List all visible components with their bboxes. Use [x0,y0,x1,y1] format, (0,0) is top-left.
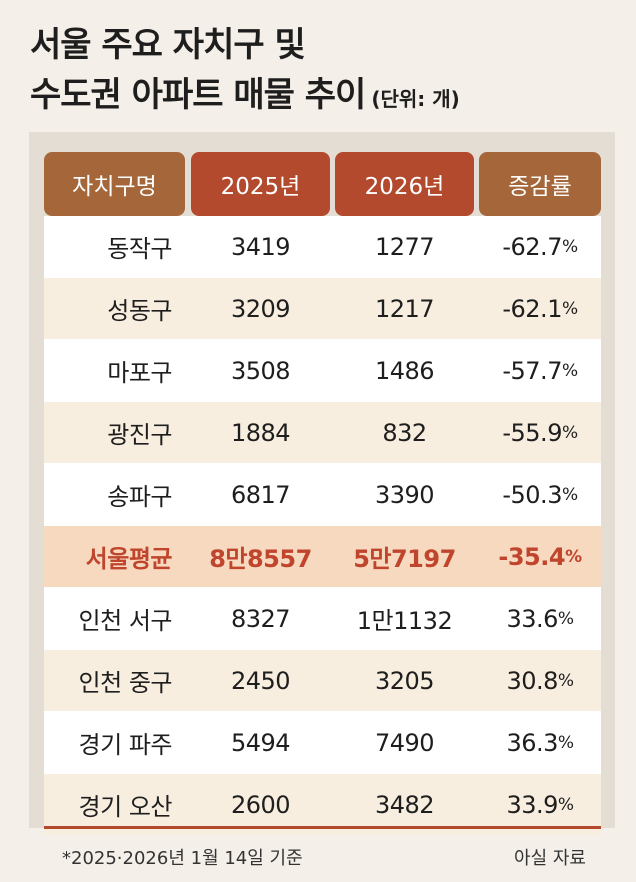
percent-sign: % [557,794,574,815]
header-district: 자치구명 [44,152,185,216]
value-2025-cell: 3419 [230,232,291,261]
value-2025-cell: 5494 [230,728,291,757]
value-2025-cell: 1884 [230,418,291,447]
unit-label: (단위: 개) [371,87,460,111]
value-2025-cell: 3508 [230,356,291,385]
rate-cell: -62.1% [479,278,601,339]
value-2025-cell: 8만8557 [209,545,312,573]
rate-value: 33.6 [506,604,558,633]
bottom-rule [44,826,601,829]
value-2026-cell: 3390 [374,480,435,509]
percent-sign: % [561,484,578,505]
percent-sign: % [557,732,574,753]
rate-cell: 33.9% [479,774,601,835]
value-2026-cell: 1217 [374,294,435,323]
rate-cell: -55.9% [479,402,601,463]
chart-title: 서울 주요 자치구 및 수도권 아파트 매물 추이 (단위: 개) [30,20,460,124]
header-2025: 2025년 [191,152,330,216]
district-cell: 인천 서구 [78,607,173,635]
rate-value: -62.7 [502,232,562,261]
rate-cell: 33.6% [479,588,601,649]
source-credit: 아실 자료 [514,848,586,869]
rate-cell: -50.3% [479,464,601,525]
percent-sign: % [561,422,578,443]
percent-sign: % [557,608,574,629]
table-row: 동작구 3419 1277 -62.7% [44,216,601,278]
percent-sign: % [561,298,578,319]
title-line-1: 서울 주요 자치구 및 [30,25,306,65]
rate-value: 30.8 [506,666,558,695]
table-row: 송파구 6817 3390 -50.3% [44,464,601,526]
table-row-seoul-average: 서울평균 8만8557 5만7197 -35.4% [44,526,601,588]
percent-sign: % [561,236,578,257]
rate-value: 36.3 [506,728,558,757]
value-2025-cell: 2600 [230,790,291,819]
value-2026-cell: 1277 [374,232,435,261]
district-cell: 마포구 [107,359,172,387]
rate-value: 33.9 [506,790,558,819]
table-row: 성동구 3209 1217 -62.1% [44,278,601,340]
district-cell: 서울평균 [85,545,173,573]
district-cell: 인천 중구 [78,669,173,697]
value-2026-cell: 1486 [374,356,435,385]
rate-cell: 30.8% [479,650,601,711]
value-2026-cell: 1만1132 [356,607,453,635]
district-cell: 경기 오산 [78,793,173,821]
header-2026: 2026년 [335,152,474,216]
value-2026-cell: 5만7197 [353,545,456,573]
table-row: 경기 오산 2600 3482 33.9% [44,774,601,835]
rate-value: -35.4 [498,542,566,571]
value-2026-cell: 7490 [374,728,435,757]
percent-sign: % [565,546,582,567]
rate-value: -55.9 [502,418,562,447]
data-table: 동작구 3419 1277 -62.7% 성동구 3209 1217 -62.1… [44,216,601,835]
title-line-2-text: 수도권 아파트 매물 추이 [30,75,366,115]
table-row: 마포구 3508 1486 -57.7% [44,340,601,402]
title-line-2: 수도권 아파트 매물 추이 (단위: 개) [30,70,460,124]
value-2026-cell: 3205 [374,666,435,695]
rate-value: -57.7 [502,356,562,385]
value-2025-cell: 3209 [230,294,291,323]
table-row: 인천 중구 2450 3205 30.8% [44,650,601,712]
district-cell: 경기 파주 [78,731,173,759]
rate-cell: -57.7% [479,340,601,401]
table-row: 광진구 1884 832 -55.9% [44,402,601,464]
value-2025-cell: 6817 [230,480,291,509]
value-2026-cell: 832 [382,418,427,447]
table-row: 경기 파주 5494 7490 36.3% [44,712,601,774]
percent-sign: % [557,670,574,691]
district-cell: 송파구 [107,483,172,511]
footnote: *2025·2026년 1월 14일 기준 [62,848,303,869]
percent-sign: % [561,360,578,381]
value-2026-cell: 3482 [374,790,435,819]
rate-cell: -35.4% [479,526,601,587]
value-2025-cell: 2450 [230,666,291,695]
district-cell: 광진구 [107,421,172,449]
table-row: 인천 서구 8327 1만1132 33.6% [44,588,601,650]
district-cell: 성동구 [107,297,172,325]
rate-value: -50.3 [502,480,562,509]
rate-value: -62.1 [502,294,562,323]
rate-cell: -62.7% [479,216,601,277]
value-2025-cell: 8327 [230,604,291,633]
rate-cell: 36.3% [479,712,601,773]
header-rate: 증감률 [479,152,601,216]
district-cell: 동작구 [107,235,172,263]
